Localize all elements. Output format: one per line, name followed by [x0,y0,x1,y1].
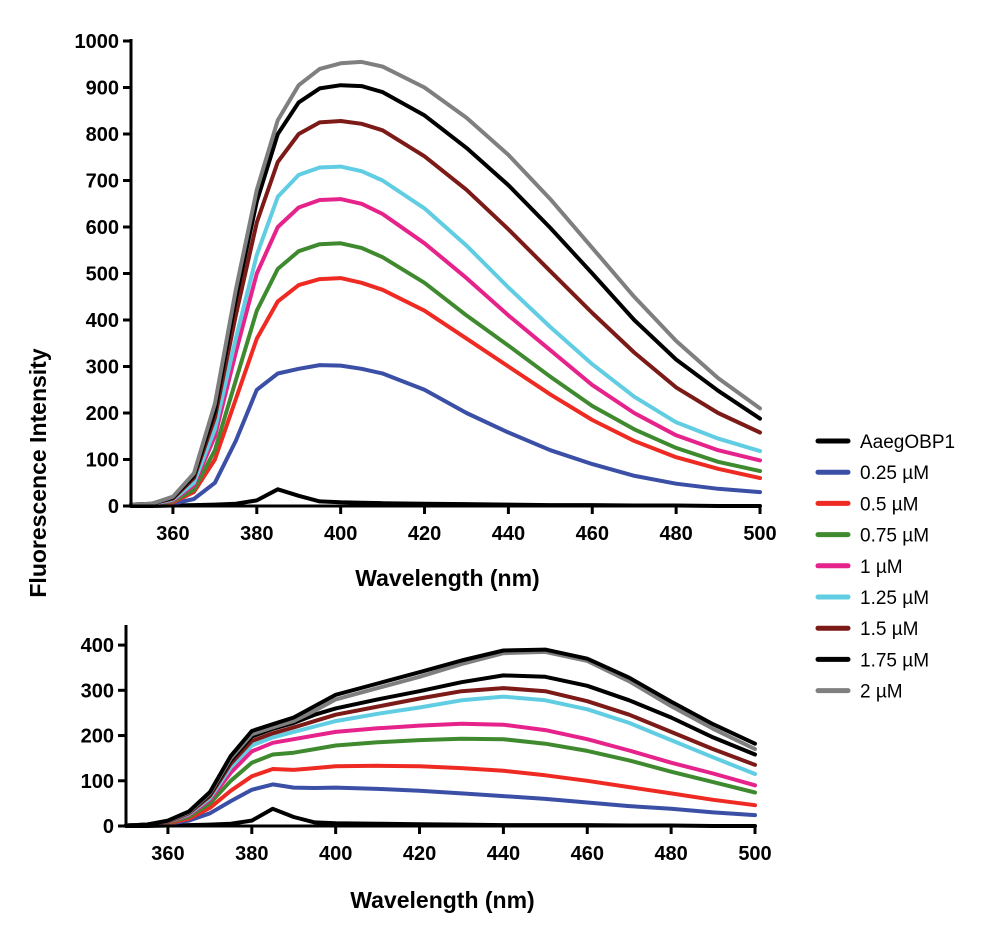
top-x-tick-label: 360 [156,523,189,545]
series-line-bottom-0 [124,806,757,828]
top-y-tick-label: 1000 [75,31,120,53]
top-panel: 0 100 200 300 400 500 600 700 800 900 1000 360 380 40… [75,31,777,591]
legend-label: 0.25 µM [860,463,929,484]
bottom-y-tick-label: 200 [81,726,114,748]
legend-label: 1.25 µM [860,588,929,609]
bottom-x-axis-title: Wavelength (nm) [350,887,534,913]
bottom-x-tick-label: 500 [738,843,771,865]
bottom-y-tick-label: 400 [81,635,114,657]
bottom-x-tick-label: 420 [403,843,436,865]
top-y-tick-label: 900 [86,78,119,100]
top-x-tick-label: 400 [324,523,357,545]
top-y-tick-label: 500 [86,264,119,286]
top-y-tick-label: 100 [86,450,119,472]
series-line-top-6 [129,119,762,507]
bottom-x-tick-label: 480 [654,843,687,865]
top-x-tick-label: 500 [743,523,776,545]
bottom-x-tick-label: 360 [151,843,184,865]
top-x-tick-label: 440 [492,523,525,545]
series-line-top-2 [129,276,762,508]
top-x-axis-title: Wavelength (nm) [355,565,539,591]
top-y-tick-label: 800 [86,124,119,146]
bottom-x-tick-label: 400 [319,843,352,865]
top-x-tick-label: 380 [240,523,273,545]
top-y-tick-label: 600 [86,217,119,239]
bottom-y-tick-label: 100 [81,771,114,793]
top-x-tick-label: 420 [408,523,441,545]
legend-label: AaegOBP1 [860,432,955,453]
top-y-tick-label: 400 [86,310,119,332]
bottom-x-tick-label: 440 [487,843,520,865]
legend-label: 1.75 µM [860,650,929,671]
legend-label: 2 µM [860,682,903,703]
top-y-tick-label: 300 [86,357,119,379]
bottom-y-tick-label: 0 [103,816,114,838]
top-x-tick-label: 480 [659,523,692,545]
legend-label: 0.75 µM [860,526,929,547]
series-line-top-1 [129,363,762,508]
legend-label: 1.5 µM [860,619,918,640]
series-line-top-8 [129,59,762,507]
series-line-top-3 [129,241,762,508]
series-line-top-5 [129,164,762,508]
series-line-bottom-2 [124,763,757,828]
series-line-top-0 [129,487,762,508]
top-y-tick-label: 200 [86,403,119,425]
legend-label: 1 µM [860,557,903,578]
top-y-tick-label: 0 [108,496,119,518]
bottom-panel: 0 100 200 300 400 360 380 400 420 440 460 480 500 Wav… [81,625,772,913]
legend-label: 0.5 µM [860,494,918,515]
series-line-bottom-1 [124,782,757,828]
shared-y-axis-title: Fluorescence Intensity [25,348,51,597]
legend: AaegOBP1 0.25 µM 0.5 µM 0.75 µM 1 µM 1.25 µM 1… [815,432,955,703]
top-y-tick-label: 700 [86,171,119,193]
series-line-bottom-9 [124,647,757,828]
bottom-y-tick-label: 300 [81,680,114,702]
bottom-x-tick-label: 460 [571,843,604,865]
top-x-tick-label: 460 [576,523,609,545]
bottom-x-tick-label: 380 [235,843,268,865]
